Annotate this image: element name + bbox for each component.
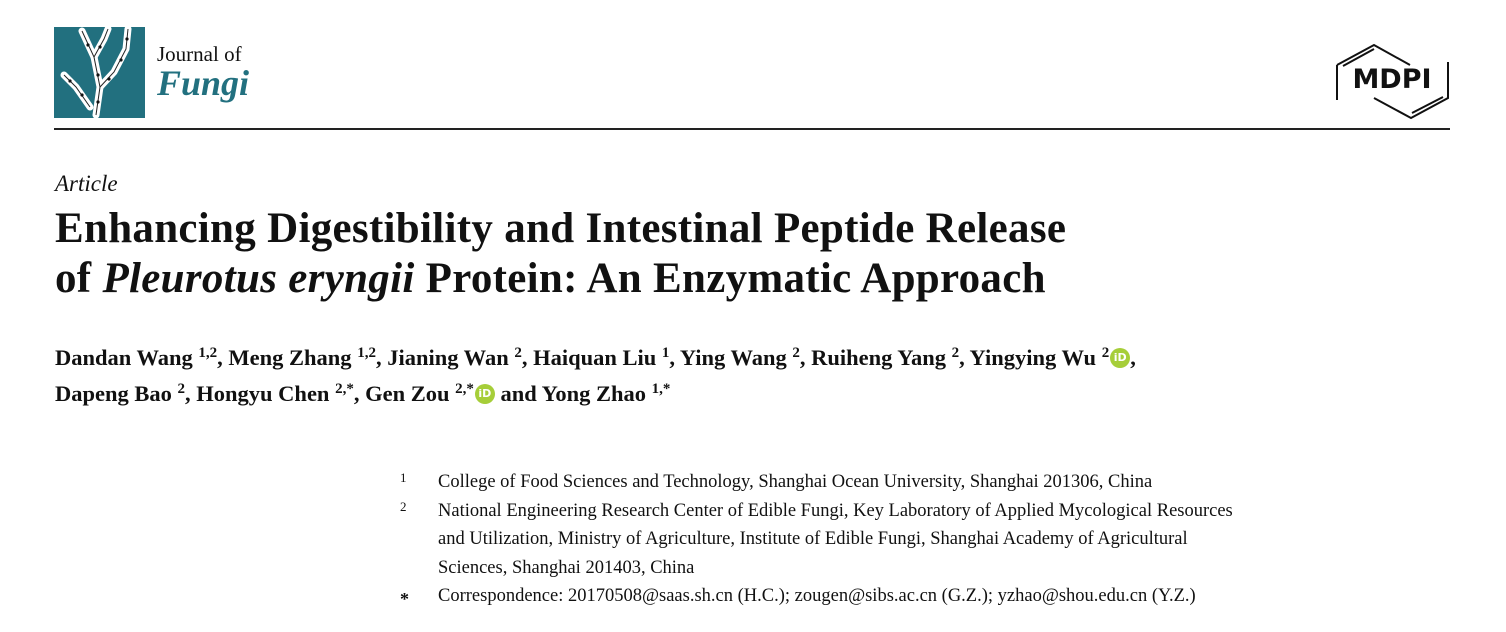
author-affiliation-sup: 2 [514, 345, 522, 361]
author-affiliation-sup: 1 [661, 345, 670, 361]
journal-logo: Journal of Fungi [54, 25, 250, 119]
author-separator: , [353, 381, 366, 406]
author-name: Yingying Wu [969, 345, 1097, 370]
author-affiliation-sup: 2,* [455, 381, 474, 397]
author-name: Jianing Wan [387, 345, 509, 370]
title-suffix: Protein: An Enzymatic Approach [414, 255, 1046, 302]
author-name: Gen Zou [365, 381, 450, 406]
orcid-icon[interactable]: iD [1110, 348, 1131, 368]
affiliation-text: Correspondence: 20170508@saas.sh.cn (H.C… [438, 586, 1196, 607]
author-list: Dandan Wang 1,2, Meng Zhang 1,2, Jianing… [55, 340, 1475, 412]
affiliation-item: 2 National Engineering Research Center of… [400, 497, 1448, 583]
affiliation-text: National Engineering Research Center of … [438, 500, 1233, 521]
author-affiliation-sup: 2 [177, 381, 186, 397]
author-name: Ying Wang [679, 345, 787, 370]
author-name: Yong Zhao [541, 381, 646, 406]
affiliations: 1 College of Food Sciences and Technology… [400, 468, 1448, 616]
fungi-hyphae-icon [54, 25, 145, 119]
affiliation-text: and Utilization, Ministry of Agriculture… [438, 529, 1188, 550]
orcid-icon[interactable]: iD [474, 384, 495, 404]
affiliation-number: * [400, 589, 409, 610]
author-name: Dandan Wang [55, 345, 193, 370]
author-separator: , [375, 345, 388, 370]
affiliation-number: 1 [400, 470, 407, 485]
author-name: Meng Zhang [228, 345, 352, 370]
author-name: Haiquan Liu [533, 345, 657, 370]
affiliation-number: 2 [400, 498, 407, 514]
mdpi-logo-text: MDPI [1352, 64, 1431, 95]
author-affiliation-sup: 2 [792, 345, 800, 361]
author-affiliation-sup: 1,2 [198, 345, 218, 361]
author-separator: , [217, 345, 229, 370]
author-separator: , [185, 381, 197, 406]
journal-name-line1: Journal of [157, 42, 242, 66]
author-affiliation-sup: 2,* [335, 381, 354, 397]
author-separator: , [669, 345, 680, 370]
title-prefix: of [55, 255, 103, 302]
paper-title: Enhancing Digestibility and Intestinal P… [55, 204, 1066, 304]
affiliation-item: 1 College of Food Sciences and Technology… [400, 468, 1448, 497]
author-separator: , [1130, 345, 1136, 370]
mdpi-logo: MDPI [1334, 40, 1452, 124]
author-name: Ruiheng Yang [811, 345, 946, 370]
article-type: Article [55, 171, 118, 196]
affiliation-text: College of Food Sciences and Technology,… [438, 472, 1153, 492]
author-name: Hongyu Chen [196, 381, 330, 406]
author-affiliation-sup: 2 [1101, 345, 1110, 361]
title-line1: Enhancing Digestibility and Intestinal P… [55, 205, 1067, 252]
journal-name-line2: Fungi [157, 63, 250, 103]
author-affiliation-sup: 1,2 [357, 345, 376, 361]
author-name: Dapeng Bao [55, 381, 172, 406]
author-separator: and [494, 381, 542, 406]
author-separator: , [959, 345, 970, 370]
author-separator: , [799, 345, 812, 370]
affiliation-item: * Correspondence: 20170508@saas.sh.cn (H.… [400, 582, 1448, 616]
author-affiliation-sup: 2 [951, 345, 960, 361]
author-separator: , [521, 345, 534, 370]
affiliation-text: Sciences, Shanghai 201403, China [438, 557, 695, 578]
header-divider [54, 128, 1450, 130]
species-name: Pleurotus eryngii [102, 255, 415, 302]
title-line2: of Pleurotus eryngii Protein: An Enzymat… [55, 254, 1066, 304]
author-affiliation-sup: 1,* [651, 381, 671, 397]
